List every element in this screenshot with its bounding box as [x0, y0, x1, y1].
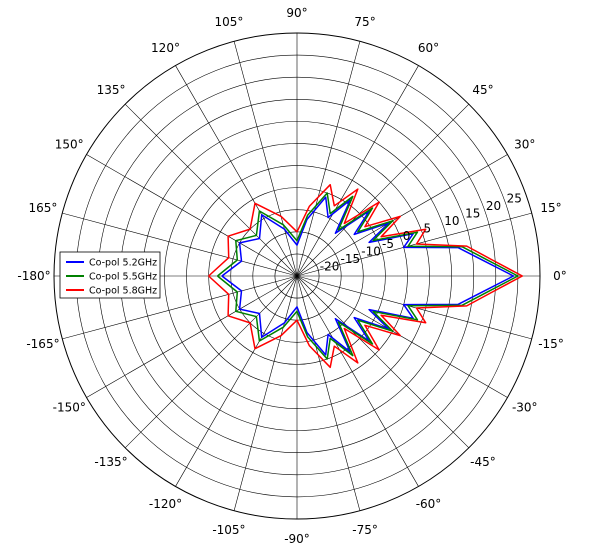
- angle-spoke-1: [296, 212, 532, 277]
- series-line-2: [208, 183, 524, 369]
- series-lines: [208, 183, 524, 369]
- angle-tick-label-20: -60°: [416, 497, 442, 511]
- angle-tick-label-6: 90°: [286, 6, 307, 20]
- angle-spoke-14: [86, 275, 298, 398]
- angle-tick-label-18: -90°: [284, 532, 310, 546]
- r-tick-label-4: 0: [403, 229, 411, 243]
- angle-tick-label-0: 0°: [553, 269, 567, 283]
- angle-tick-label-1: 15°: [540, 201, 561, 215]
- angle-spoke-15: [124, 275, 298, 449]
- angle-tick-label-2: 30°: [514, 138, 535, 152]
- angle-spoke-3: [296, 103, 470, 277]
- legend: Co-pol 5.2GHz Co-pol 5.5GHz Co-pol 5.8GHz: [59, 251, 161, 299]
- legend-label-2: Co-pol 5.8GHz: [89, 286, 157, 297]
- r-tick-label-1: -15: [341, 252, 361, 266]
- angle-tick-label-12: -180°: [17, 269, 50, 283]
- angle-tick-label-5: 75°: [354, 15, 375, 29]
- outer-frame: [53, 32, 541, 520]
- r-tick-label-6: 10: [444, 214, 459, 228]
- angle-spoke-23: [296, 275, 532, 340]
- angle-tick-label-21: -45°: [470, 455, 496, 469]
- angle-spoke-5: [296, 41, 361, 277]
- angle-spoke-2: [296, 154, 508, 277]
- r-tick-label-9: 25: [507, 191, 522, 205]
- angle-spoke-19: [296, 275, 361, 511]
- angle-spoke-10: [86, 154, 298, 277]
- angle-spoke-9: [124, 103, 298, 277]
- angle-tick-label-3: 45°: [472, 83, 493, 97]
- angle-spoke-7: [233, 41, 298, 277]
- angle-spoke-13: [62, 275, 298, 340]
- angle-spoke-21: [296, 275, 470, 449]
- legend-label-1: Co-pol 5.5GHz: [89, 272, 157, 283]
- r-tick-label-0: -20: [320, 259, 340, 273]
- angle-tick-label-11: 165°: [29, 201, 58, 215]
- angle-tick-label-8: 120°: [151, 41, 180, 55]
- angle-spoke-4: [296, 65, 419, 277]
- angle-tick-label-9: 135°: [97, 83, 126, 97]
- angle-tick-label-14: -150°: [53, 401, 86, 415]
- series-line-1: [217, 192, 519, 360]
- r-tick-label-5: 5: [424, 222, 432, 236]
- angle-tick-label-15: -135°: [94, 455, 127, 469]
- angle-tick-label-19: -75°: [352, 523, 378, 537]
- r-tick-label-7: 15: [465, 207, 480, 221]
- r-tick-label-8: 20: [486, 199, 501, 213]
- series-line-0: [221, 196, 515, 356]
- angle-tick-label-23: -15°: [538, 337, 564, 351]
- angle-spoke-22: [296, 275, 508, 398]
- angle-tick-label-10: 150°: [55, 138, 84, 152]
- angle-tick-label-4: 60°: [418, 41, 439, 55]
- r-tick-label-2: -10: [361, 244, 381, 258]
- angle-spoke-11: [62, 212, 298, 277]
- angle-tick-label-16: -120°: [149, 497, 182, 511]
- angle-tick-label-7: 105°: [214, 15, 243, 29]
- angle-spoke-20: [296, 275, 419, 487]
- angle-tick-label-22: -30°: [512, 401, 538, 415]
- radial-tick-labels: -20-15-10-5 05 10 15 20 25: [320, 191, 522, 273]
- legend-label-0: Co-pol 5.2GHz: [89, 258, 157, 269]
- angle-tick-label-17: -105°: [212, 523, 245, 537]
- angular-tick-labels: 0° 15° 30° 45° 60° 75° 90° 105° 120° 135° 150° 165°…: [17, 6, 566, 546]
- angle-tick-label-13: -165°: [26, 337, 59, 351]
- angle-spoke-16: [175, 275, 298, 487]
- angle-spoke-8: [175, 65, 298, 277]
- r-tick-label-3: -5: [382, 237, 394, 251]
- angle-spoke-17: [233, 275, 298, 511]
